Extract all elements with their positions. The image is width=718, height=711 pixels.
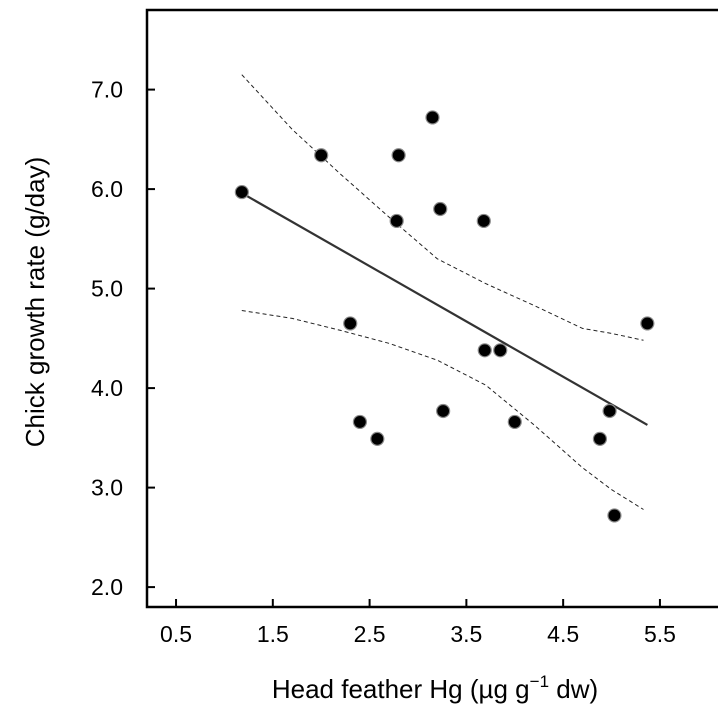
data-point bbox=[507, 414, 522, 430]
x-tick-label: 0.5 bbox=[160, 621, 192, 647]
x-tick-label: 4.5 bbox=[547, 621, 579, 647]
data-point bbox=[234, 184, 249, 200]
y-tick-label: 3.0 bbox=[91, 475, 123, 501]
y-tick-label: 2.0 bbox=[91, 574, 123, 600]
data-point bbox=[352, 414, 368, 430]
x-tick-label: 2.5 bbox=[354, 621, 386, 647]
x-tick-label: 5.5 bbox=[644, 621, 676, 647]
x-tick-label: 1.5 bbox=[257, 621, 289, 647]
x-axis-title-end: dw) bbox=[549, 674, 598, 704]
data-point bbox=[370, 431, 385, 446]
plot-frame bbox=[145, 8, 718, 609]
data-point bbox=[602, 403, 617, 419]
x-tick-label: 3.5 bbox=[450, 621, 482, 647]
data-point bbox=[476, 213, 491, 229]
y-tick-label: 5.0 bbox=[91, 276, 123, 302]
y-axis-title: Chick growth rate (g/day) bbox=[20, 157, 50, 447]
data-point bbox=[389, 213, 404, 229]
data-point bbox=[592, 431, 608, 446]
data-point bbox=[343, 316, 358, 331]
y-tick-label: 6.0 bbox=[91, 176, 123, 202]
y-axis: 2.0 3.0 4.0 5.0 6.0 7.0 bbox=[91, 77, 155, 600]
x-axis-title: Head feather Hg (µg g−1 dw) bbox=[272, 672, 598, 704]
x-axis-title-main: Head feather Hg (µg g bbox=[272, 674, 530, 704]
data-point bbox=[477, 343, 492, 358]
data-point bbox=[391, 148, 406, 163]
data-point bbox=[436, 403, 451, 419]
ci-and-regression-layer bbox=[241, 74, 648, 510]
x-axis: 0.5 1.5 2.5 3.5 4.5 5.5 bbox=[160, 599, 676, 647]
data-point bbox=[433, 201, 448, 217]
data-point bbox=[607, 508, 622, 523]
data-point bbox=[314, 148, 329, 163]
data-point bbox=[425, 110, 440, 125]
y-tick-label: 7.0 bbox=[91, 77, 123, 103]
data-point bbox=[640, 316, 655, 331]
lower-confidence-band bbox=[241, 310, 644, 510]
regression-line bbox=[241, 192, 648, 426]
y-tick-label: 4.0 bbox=[91, 375, 123, 401]
x-axis-title-superscript: −1 bbox=[530, 672, 549, 691]
data-point bbox=[493, 343, 508, 358]
points-layer bbox=[234, 110, 655, 523]
